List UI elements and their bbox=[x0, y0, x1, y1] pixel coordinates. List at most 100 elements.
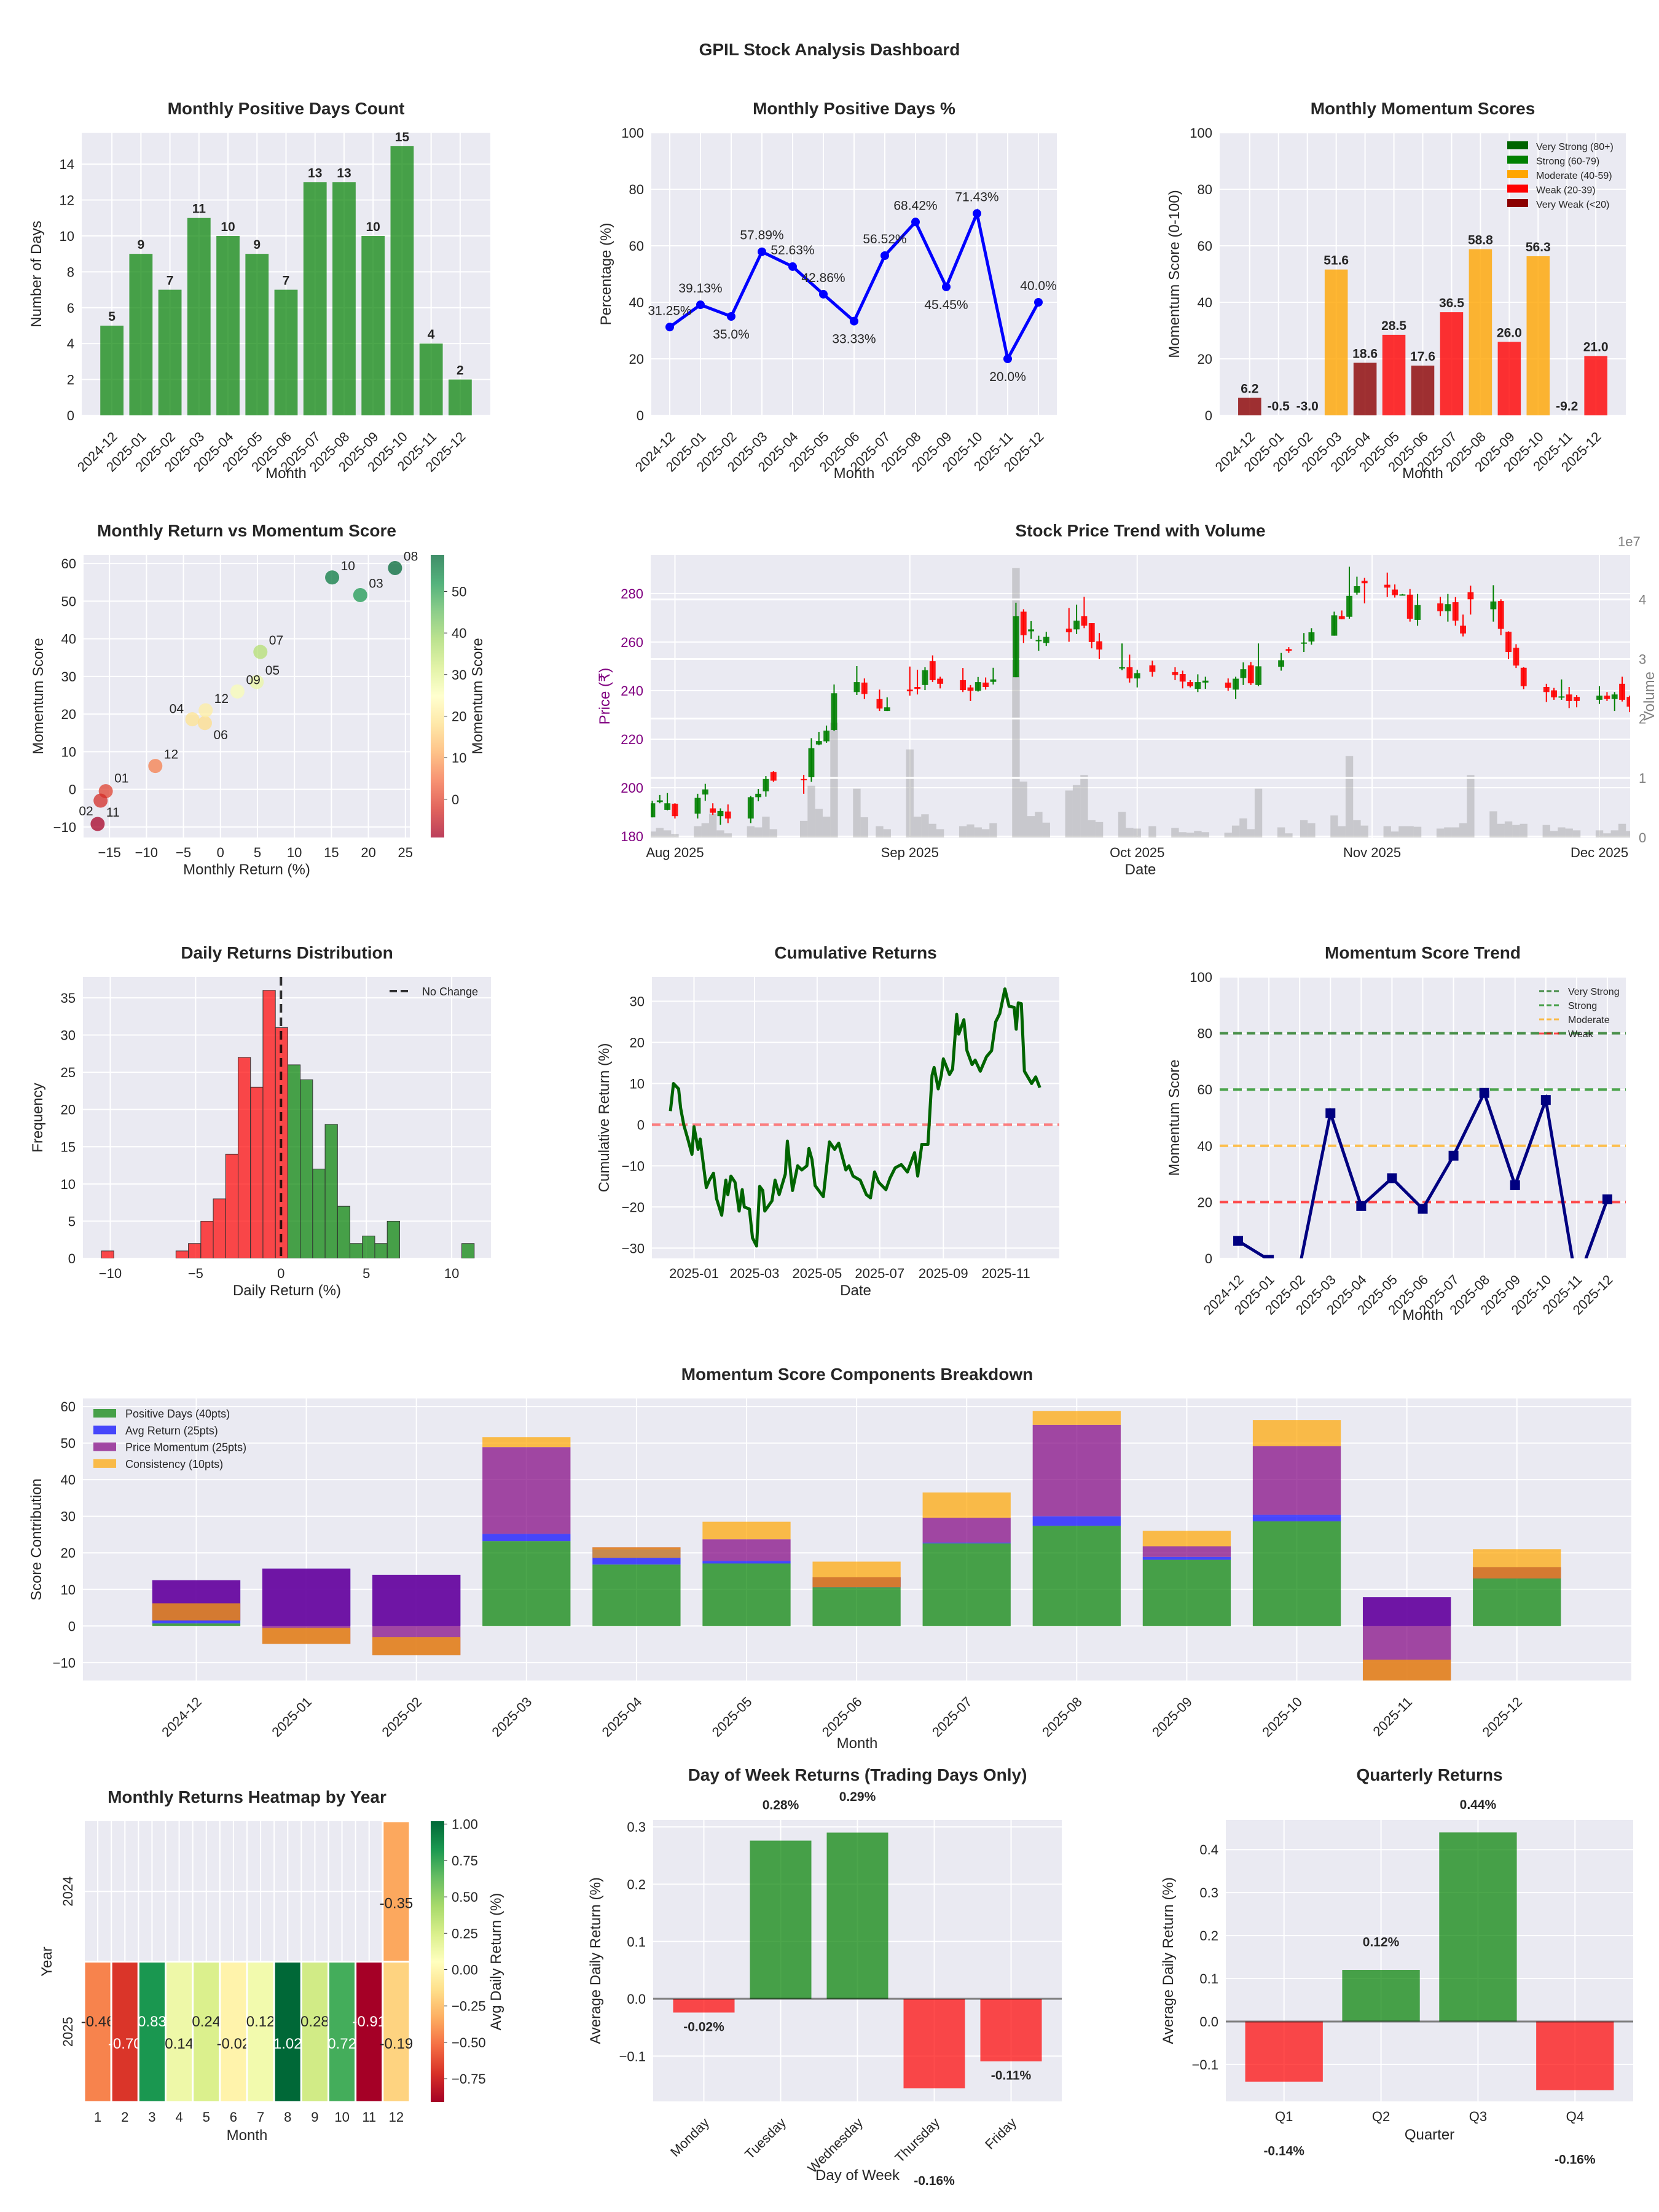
y-tick-label: 10 bbox=[61, 1177, 76, 1192]
x-tick-label: 2025-03 bbox=[730, 1266, 780, 1281]
candle bbox=[1035, 635, 1042, 651]
candle-body bbox=[1384, 584, 1390, 588]
stacked-bar-segment bbox=[922, 1543, 1011, 1626]
bar bbox=[1238, 398, 1261, 415]
colorbar-tick-label: 10 bbox=[452, 750, 466, 766]
volume-bar bbox=[913, 817, 922, 837]
y-tick-label: 10 bbox=[60, 229, 74, 244]
candle-body bbox=[808, 748, 815, 777]
point-value-label: 31.25% bbox=[648, 304, 691, 318]
bar bbox=[750, 1840, 812, 1999]
candle-body bbox=[1513, 648, 1520, 666]
legend-label: Moderate (40-59) bbox=[1536, 171, 1612, 181]
volume-tick-label: 2 bbox=[1639, 711, 1646, 726]
volume-bar bbox=[1459, 823, 1467, 837]
data-point bbox=[1003, 355, 1012, 363]
stacked-bar-segment bbox=[372, 1637, 461, 1655]
candle-body bbox=[876, 699, 883, 709]
candle-body bbox=[770, 772, 777, 781]
y-tick-label: 0 bbox=[637, 1117, 645, 1132]
candle-body bbox=[656, 800, 663, 802]
legend-swatch bbox=[1507, 170, 1528, 178]
volume-bar bbox=[1148, 826, 1156, 837]
candle bbox=[1574, 695, 1580, 708]
volume-axis-label: Volume bbox=[1641, 672, 1658, 721]
colorbar-tick-label: −0.50 bbox=[452, 2035, 486, 2050]
bar bbox=[390, 146, 414, 415]
candle bbox=[1073, 605, 1080, 634]
volume-bar bbox=[815, 809, 823, 837]
bar-value-label: 26.0 bbox=[1497, 326, 1522, 340]
x-tick-label: 20 bbox=[361, 845, 375, 860]
legend-label: Strong (60-79) bbox=[1536, 157, 1599, 167]
candle-body bbox=[1081, 616, 1088, 626]
candle-body bbox=[1626, 697, 1630, 707]
point-label: 05 bbox=[265, 664, 280, 678]
candle bbox=[1596, 686, 1602, 704]
candle-body bbox=[1354, 586, 1360, 593]
volume-bar bbox=[853, 788, 861, 837]
legend: Very Strong Strong Moderate Weak bbox=[1539, 987, 1620, 1040]
candle-body bbox=[1604, 696, 1610, 699]
x-tick-label: 2025-05 bbox=[792, 1266, 842, 1281]
point-label: 11 bbox=[106, 806, 120, 820]
candle-body bbox=[884, 707, 890, 712]
scatter-point bbox=[90, 817, 105, 831]
volume-bar bbox=[1512, 825, 1520, 837]
volume-bar bbox=[1542, 825, 1550, 837]
data-point bbox=[696, 300, 705, 310]
y-tick-label: −30 bbox=[622, 1241, 645, 1256]
point-label: 10 bbox=[341, 559, 355, 573]
stacked-bar-segment bbox=[482, 1447, 571, 1534]
heatmap-cell bbox=[327, 1961, 357, 2103]
heatmap-cell bbox=[382, 1961, 411, 2103]
stacked-bar-segment bbox=[1142, 1559, 1231, 1626]
candle bbox=[1013, 602, 1019, 678]
legend-swatch bbox=[93, 1409, 116, 1418]
y-tick-label: 2024 bbox=[60, 1877, 76, 1907]
candle bbox=[861, 678, 868, 699]
plot-marks bbox=[1238, 249, 1607, 415]
candles bbox=[651, 567, 1630, 825]
point-label: 01 bbox=[114, 772, 128, 786]
point-value-label: 68.42% bbox=[893, 198, 937, 213]
y-tick-label: 100 bbox=[1190, 970, 1212, 985]
cell-annotation: -0.19 bbox=[380, 2036, 414, 2052]
volume-bar bbox=[1610, 830, 1618, 837]
chart-title: Cumulative Returns bbox=[774, 943, 937, 962]
data-point bbox=[1356, 1201, 1367, 1211]
cell-annotation: -0.70 bbox=[108, 2036, 142, 2052]
cell-annotation: 0.28 bbox=[300, 2014, 329, 2030]
gridlines bbox=[651, 555, 1630, 837]
volume-bar bbox=[799, 820, 808, 837]
histogram-bar bbox=[312, 1169, 326, 1258]
volume-bar bbox=[1088, 820, 1096, 837]
stacked-bar-segment bbox=[1252, 1420, 1341, 1446]
legend-label: Price Momentum (25pts) bbox=[125, 1441, 246, 1454]
legend-swatch bbox=[1507, 184, 1528, 193]
bar-value-label: -0.16% bbox=[914, 2174, 955, 2188]
stacked-bar-segment bbox=[482, 1437, 571, 1448]
bar-value-label: 13 bbox=[337, 166, 351, 180]
candle bbox=[1346, 567, 1353, 619]
candle bbox=[664, 793, 671, 810]
x-tick-label: 5 bbox=[254, 845, 261, 860]
candle-body bbox=[694, 798, 701, 814]
candle bbox=[1558, 679, 1565, 700]
point-value-label: 33.33% bbox=[832, 332, 876, 347]
y-tick-label: 6 bbox=[67, 300, 74, 316]
bar-value-label: -0.11% bbox=[991, 2069, 1032, 2083]
bar bbox=[187, 218, 211, 415]
volume-bar bbox=[1035, 812, 1043, 837]
y-tick-label: 220 bbox=[621, 732, 643, 747]
candle bbox=[884, 697, 890, 712]
histogram-bar bbox=[200, 1220, 214, 1258]
candle bbox=[1065, 608, 1072, 642]
x-axis-label: Date bbox=[840, 1282, 871, 1299]
candle-body bbox=[861, 682, 868, 694]
y-axis-label: Year bbox=[39, 1947, 55, 1977]
volume-bar bbox=[762, 817, 770, 837]
volume-bar bbox=[656, 828, 664, 837]
chart-title: Day of Week Returns (Trading Days Only) bbox=[688, 1765, 1027, 1784]
bar-value-label: -0.16% bbox=[1555, 2153, 1596, 2167]
